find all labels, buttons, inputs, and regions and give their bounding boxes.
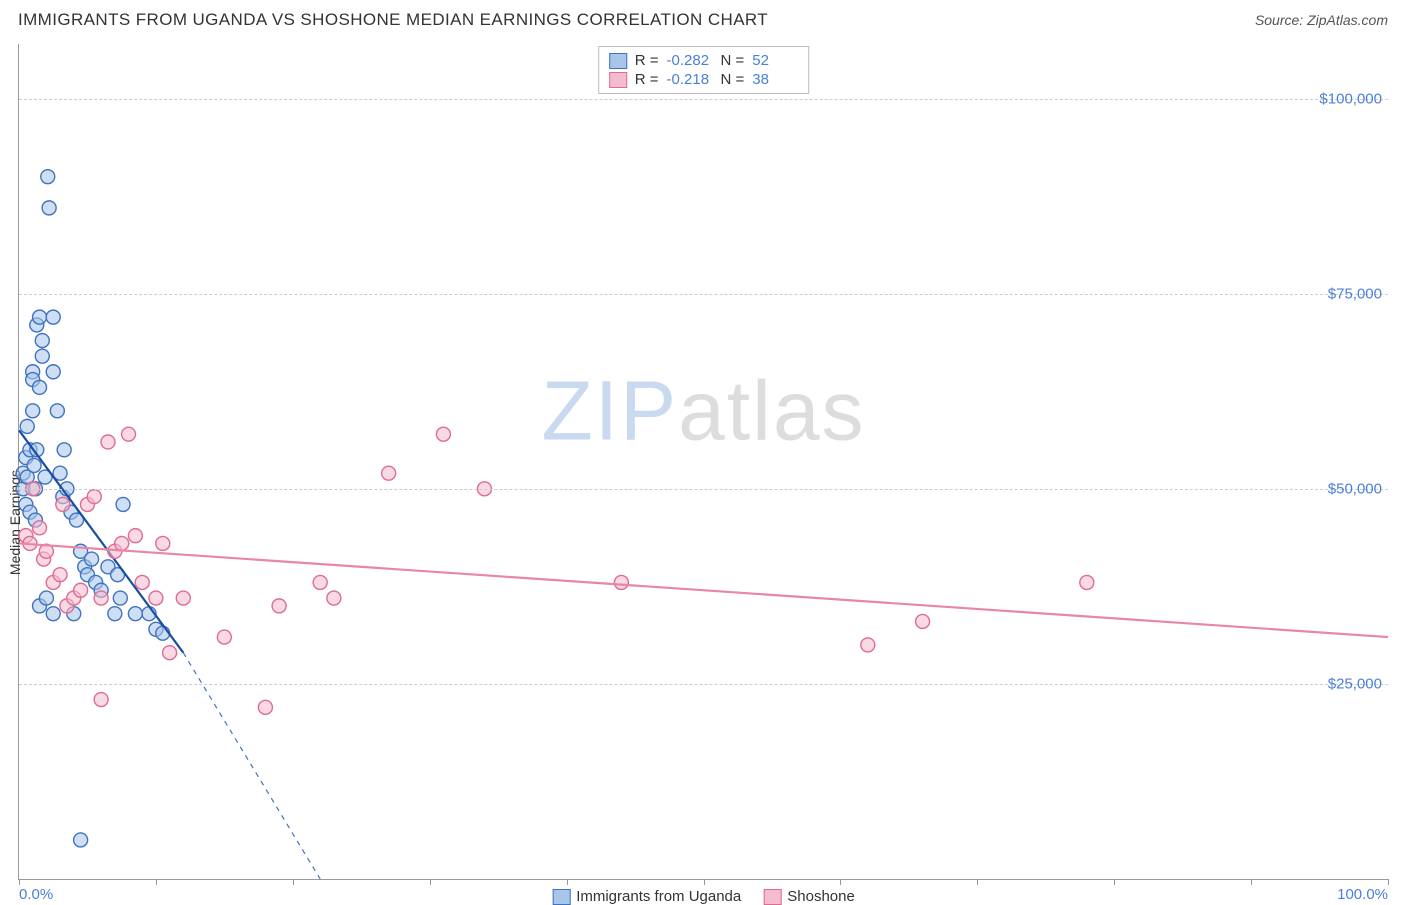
data-point xyxy=(26,404,40,418)
data-point xyxy=(33,310,47,324)
trend-line xyxy=(19,543,1388,637)
data-point xyxy=(272,599,286,613)
data-point xyxy=(313,575,327,589)
data-point xyxy=(74,583,88,597)
series-swatch xyxy=(552,889,570,905)
data-point xyxy=(156,536,170,550)
x-tick xyxy=(840,879,841,885)
data-point xyxy=(33,521,47,535)
data-point xyxy=(94,591,108,605)
data-point xyxy=(46,607,60,621)
data-point xyxy=(39,591,53,605)
legend-item: Immigrants from Uganda xyxy=(552,888,741,905)
legend: Immigrants from Uganda Shoshone xyxy=(552,888,855,905)
data-point xyxy=(916,614,930,628)
data-point xyxy=(327,591,341,605)
data-point xyxy=(116,497,130,511)
series-swatch xyxy=(763,889,781,905)
x-tick xyxy=(567,879,568,885)
data-point xyxy=(85,552,99,566)
x-tick xyxy=(704,879,705,885)
x-tick xyxy=(1251,879,1252,885)
x-tick xyxy=(430,879,431,885)
x-tick-label: 100.0% xyxy=(1337,886,1388,903)
x-tick xyxy=(293,879,294,885)
chart-area: Median Earnings ZIPatlas R =-0.282N =52R… xyxy=(18,44,1388,880)
data-point xyxy=(20,419,34,433)
source-label: Source: xyxy=(1255,12,1303,28)
data-point xyxy=(108,607,122,621)
data-point xyxy=(101,435,115,449)
x-tick-label: 0.0% xyxy=(19,886,53,903)
gridline xyxy=(19,294,1388,295)
gridline xyxy=(19,99,1388,100)
data-point xyxy=(258,700,272,714)
data-point xyxy=(436,427,450,441)
y-tick-label: $75,000 xyxy=(1328,285,1382,302)
legend-label: Immigrants from Uganda xyxy=(576,888,741,905)
legend-label: Shoshone xyxy=(787,888,855,905)
data-point xyxy=(35,334,49,348)
data-point xyxy=(94,693,108,707)
legend-item: Shoshone xyxy=(763,888,855,905)
data-point xyxy=(56,497,70,511)
source-value: ZipAtlas.com xyxy=(1307,12,1388,28)
data-point xyxy=(149,591,163,605)
source-attribution: Source: ZipAtlas.com xyxy=(1255,12,1388,28)
x-tick xyxy=(977,879,978,885)
data-point xyxy=(53,568,67,582)
x-tick xyxy=(19,879,20,885)
data-point xyxy=(614,575,628,589)
scatter-plot-svg xyxy=(19,44,1388,879)
data-point xyxy=(46,310,60,324)
data-point xyxy=(115,536,129,550)
data-point xyxy=(41,170,55,184)
data-point xyxy=(27,458,41,472)
data-point xyxy=(50,404,64,418)
data-point xyxy=(217,630,231,644)
y-tick-label: $25,000 xyxy=(1328,675,1382,692)
chart-title: IMMIGRANTS FROM UGANDA VS SHOSHONE MEDIA… xyxy=(18,10,768,30)
x-tick xyxy=(156,879,157,885)
data-point xyxy=(128,607,142,621)
y-tick-label: $50,000 xyxy=(1328,480,1382,497)
data-point xyxy=(163,646,177,660)
data-point xyxy=(42,201,56,215)
data-point xyxy=(33,380,47,394)
trend-line-extension xyxy=(183,653,320,879)
data-point xyxy=(135,575,149,589)
x-tick xyxy=(1388,879,1389,885)
data-point xyxy=(1080,575,1094,589)
gridline xyxy=(19,684,1388,685)
data-point xyxy=(861,638,875,652)
data-point xyxy=(176,591,190,605)
data-point xyxy=(87,490,101,504)
data-point xyxy=(128,529,142,543)
data-point xyxy=(113,591,127,605)
data-point xyxy=(382,466,396,480)
x-tick xyxy=(1114,879,1115,885)
data-point xyxy=(46,365,60,379)
y-tick-label: $100,000 xyxy=(1319,90,1382,107)
data-point xyxy=(57,443,71,457)
data-point xyxy=(74,833,88,847)
data-point xyxy=(35,349,49,363)
gridline xyxy=(19,489,1388,490)
data-point xyxy=(122,427,136,441)
